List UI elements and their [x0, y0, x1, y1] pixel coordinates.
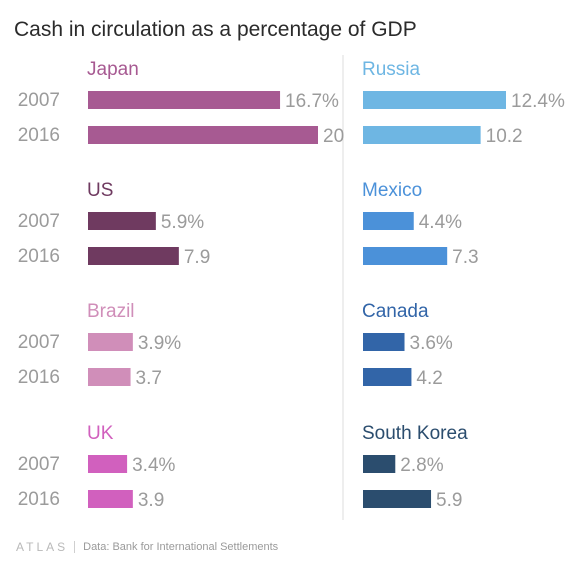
bar-uk-2016	[88, 490, 133, 508]
panel-title-japan: Japan	[87, 59, 139, 80]
footer-divider	[74, 541, 76, 553]
data-label-brazil-2016: 3.7	[136, 368, 162, 389]
year-label: 2007	[18, 332, 60, 353]
bar-us-2007	[88, 212, 156, 230]
data-label-japan-2007: 16.7%	[285, 91, 339, 112]
data-label-russia-2007: 12.4%	[511, 91, 565, 112]
data-label-brazil-2007: 3.9%	[138, 333, 181, 354]
panel-title-canada: Canada	[362, 301, 429, 322]
data-label-us-2007: 5.9%	[161, 212, 204, 233]
data-label-south-korea-2007: 2.8%	[400, 455, 443, 476]
bar-south-korea-2016	[363, 490, 432, 508]
data-label-south-korea-2016: 5.9	[436, 490, 462, 511]
source-note: Data: Bank for International Settlements	[83, 541, 279, 553]
bar-japan-2007	[88, 91, 281, 109]
bar-us-2016	[88, 247, 179, 265]
year-label: 2016	[18, 367, 60, 388]
data-label-canada-2016: 4.2	[416, 368, 442, 389]
bar-brazil-2016	[88, 368, 131, 386]
bar-brazil-2007	[88, 333, 133, 351]
chart-footer: ATLAS Data: Bank for International Settl…	[16, 540, 278, 554]
panel-title-brazil: Brazil	[87, 301, 135, 322]
bar-canada-2016	[363, 368, 412, 386]
data-label-mexico-2007: 4.4%	[419, 212, 462, 233]
data-label-uk-2016: 3.9	[138, 490, 164, 511]
data-label-russia-2016: 10.2	[486, 126, 523, 147]
panel-title-uk: UK	[87, 423, 114, 444]
data-label-us-2016: 7.9	[184, 247, 210, 268]
data-label-uk-2007: 3.4%	[132, 455, 175, 476]
panel-title-south-korea: South Korea	[362, 423, 468, 444]
chart-title: Cash in circulation as a percentage of G…	[14, 18, 417, 41]
bar-canada-2007	[363, 333, 405, 351]
bar-mexico-2016	[363, 247, 448, 265]
atlas-logo: ATLAS	[16, 540, 69, 554]
bar-russia-2007	[363, 91, 506, 109]
bar-russia-2016	[363, 126, 481, 144]
bar-south-korea-2007	[363, 455, 396, 473]
panel-title-russia: Russia	[362, 59, 421, 80]
panel-title-us: US	[87, 180, 113, 201]
data-label-japan-2016: 20	[323, 126, 344, 147]
year-label: 2007	[18, 454, 60, 475]
year-label: 2007	[18, 211, 60, 232]
data-label-mexico-2016: 7.3	[452, 247, 478, 268]
year-label: 2007	[18, 90, 60, 111]
bar-mexico-2007	[363, 212, 414, 230]
year-label: 2016	[18, 125, 60, 146]
data-label-canada-2007: 3.6%	[410, 333, 453, 354]
year-label: 2016	[18, 246, 60, 267]
panel-title-mexico: Mexico	[362, 180, 422, 201]
bar-uk-2007	[88, 455, 128, 473]
year-label: 2016	[18, 489, 60, 510]
bar-japan-2016	[88, 126, 318, 144]
